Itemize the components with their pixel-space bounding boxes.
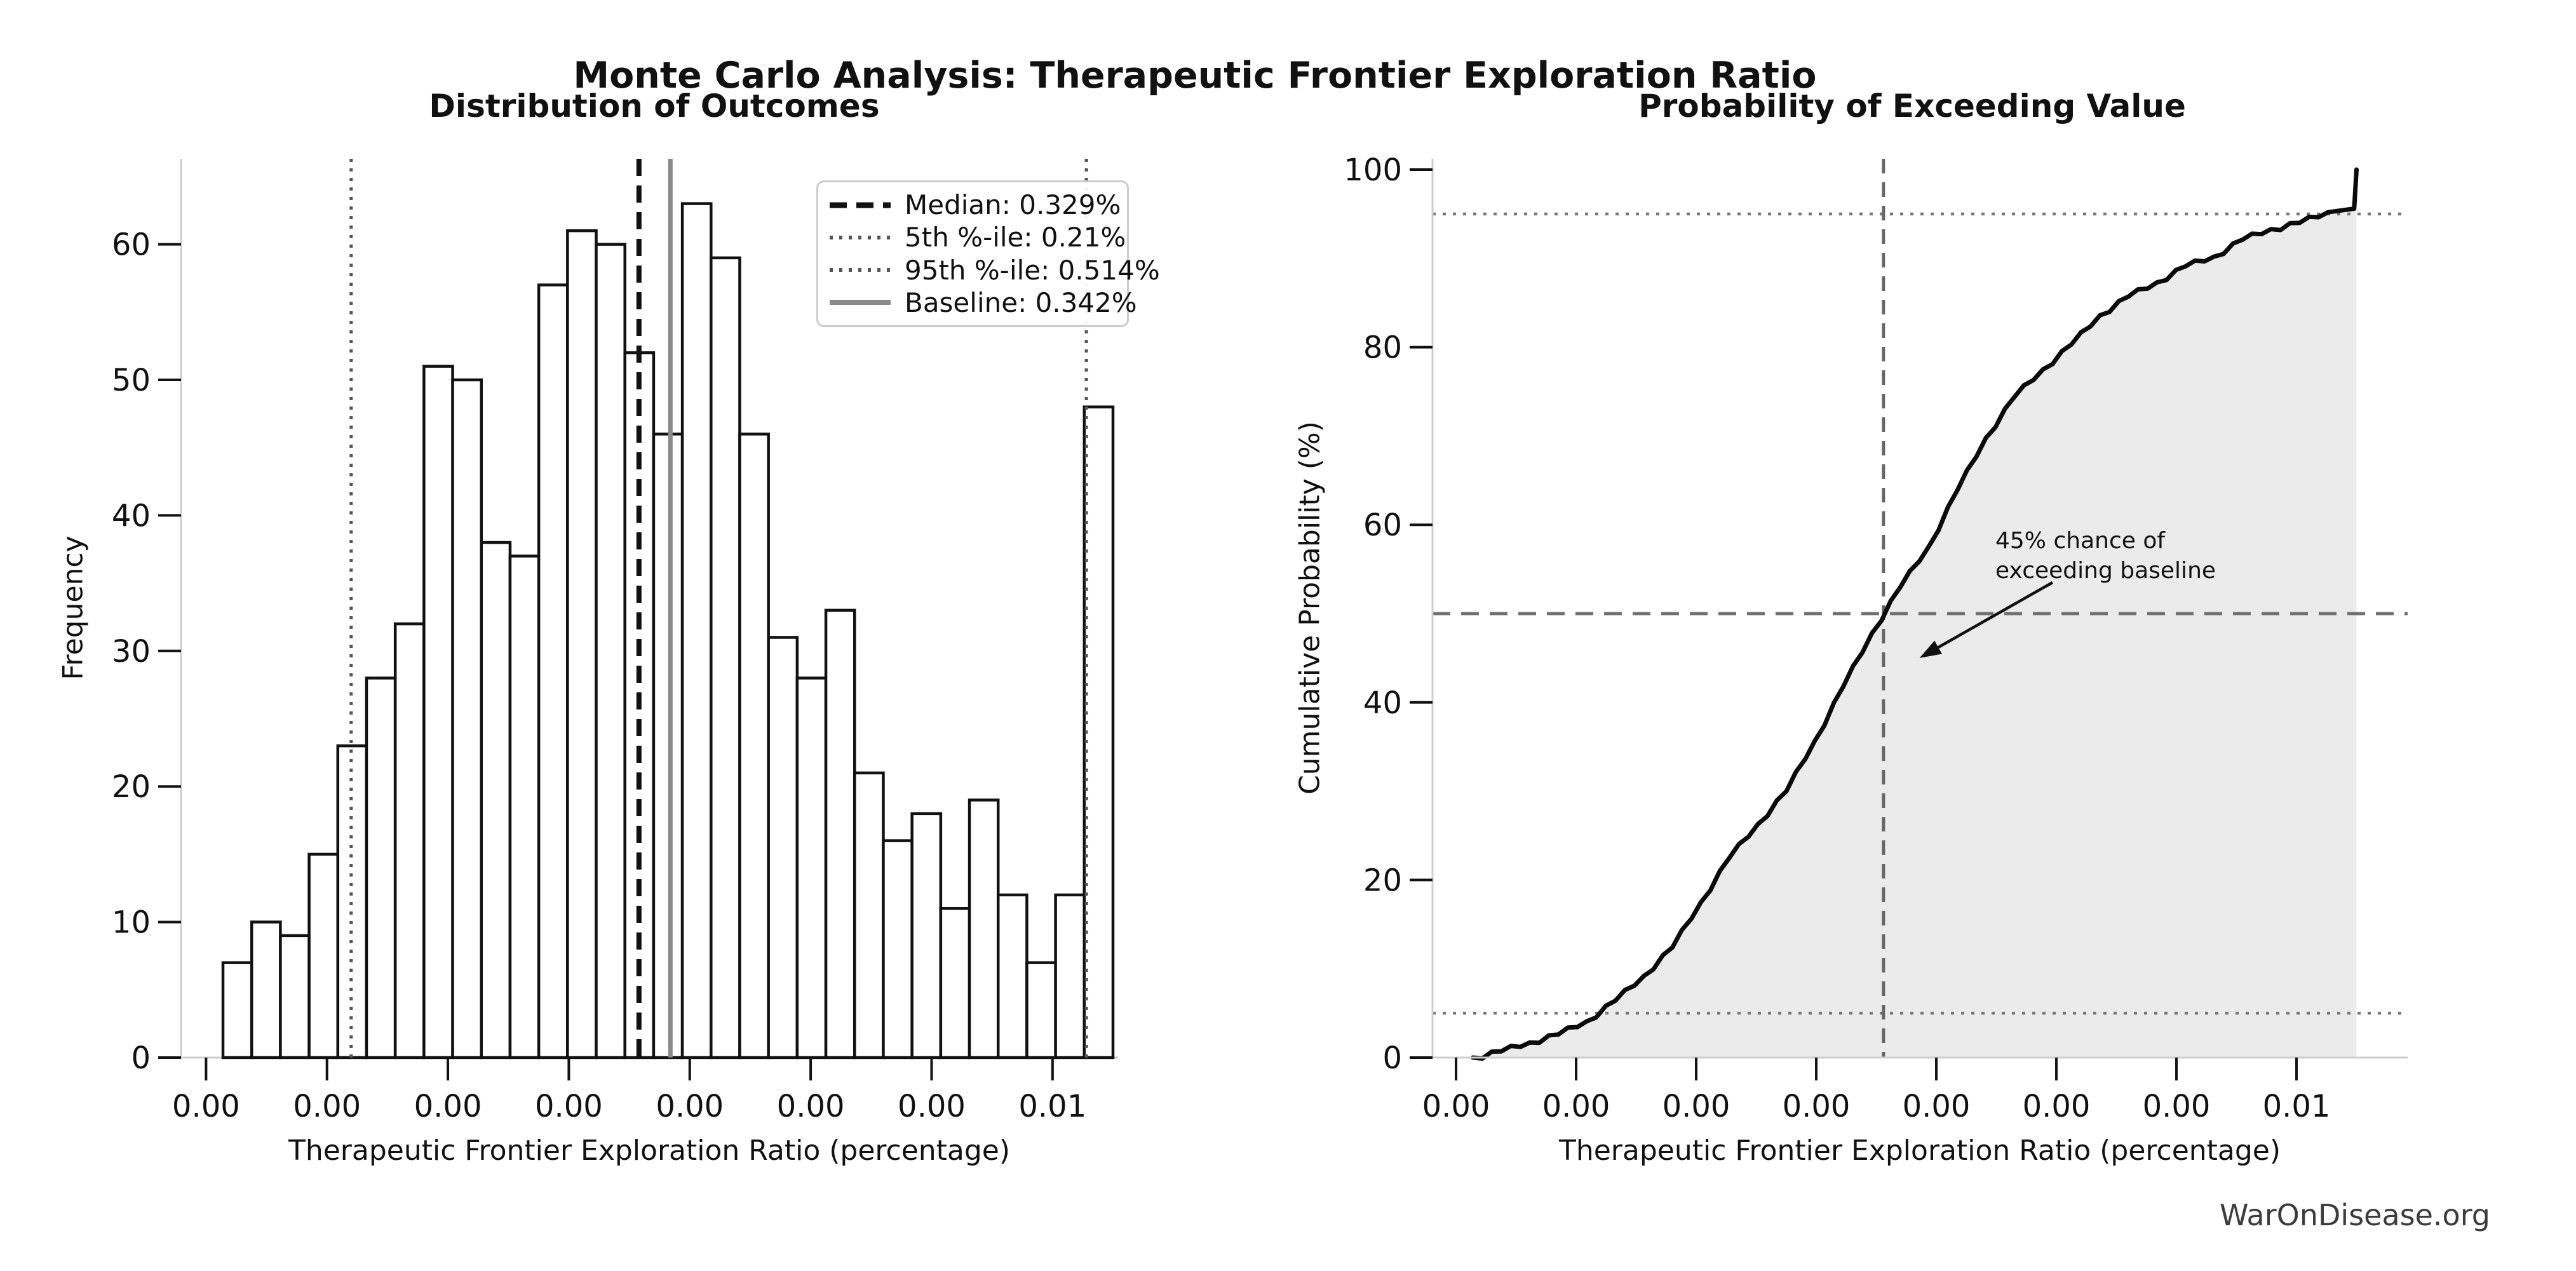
cdf-xlabel: Therapeutic Frontier Exploration Ratio (… <box>1558 1134 2281 1167</box>
y-tick-label: 100 <box>1344 152 1402 188</box>
y-tick-label: 20 <box>112 769 151 805</box>
legend-item: Baseline: 0.342% <box>828 287 1137 318</box>
histogram-bar <box>853 771 885 1059</box>
histogram-bar <box>365 676 397 1059</box>
legend-line-swatch <box>830 268 891 272</box>
y-tick-label: 10 <box>112 905 151 941</box>
x-tick-label: 0.00 <box>898 1089 966 1124</box>
cdf-ylabel: Cumulative Probability (%) <box>1293 421 1326 795</box>
annotation-line-2: exceeding baseline <box>1995 558 2216 584</box>
histogram-bar <box>336 744 368 1059</box>
y-tick-label: 0 <box>131 1040 151 1076</box>
y-tick-label: 60 <box>112 227 151 263</box>
histogram-bar <box>996 893 1028 1059</box>
legend-label: 95th %-ile: 0.514% <box>905 254 1160 286</box>
x-tick-label: 0.00 <box>1783 1089 1851 1124</box>
histogram-bar <box>738 433 770 1059</box>
legend-line-swatch <box>830 300 891 306</box>
legend-label: Baseline: 0.342% <box>905 286 1137 318</box>
histogram-bar <box>595 243 626 1059</box>
histogram-bar <box>767 636 799 1059</box>
histogram-bar <box>221 961 253 1059</box>
cdf-plot: 0.00 0.00 0.00 0.00 0.00 0.00 0.00 0.01 0 20 40 60 8… <box>1344 152 2408 1124</box>
histogram-bar <box>710 256 741 1059</box>
histogram-bar <box>508 555 541 1059</box>
legend: Median: 0.329% 5th %-ile: 0.21% 95th %-ile… <box>816 180 1160 327</box>
cdf-annotation: 45% chance of exceeding baseline <box>1995 526 2216 586</box>
legend-line-swatch <box>830 202 891 208</box>
histogram-bar <box>422 365 454 1059</box>
y-tick-label: 30 <box>112 634 151 669</box>
x-tick-label: 0.00 <box>656 1089 724 1124</box>
x-tick-label: 0.00 <box>2143 1089 2211 1124</box>
histogram-bar <box>795 676 828 1059</box>
legend-label: 5th %-ile: 0.21% <box>905 222 1126 253</box>
histogram-bar <box>1082 405 1115 1059</box>
histogram-bar <box>968 798 1000 1059</box>
y-tick-label: 20 <box>1363 863 1402 898</box>
histogram-title: Distribution of Outcomes <box>429 88 880 124</box>
cdf-curve <box>1471 167 2359 1061</box>
x-tick-label: 0.01 <box>2263 1089 2331 1124</box>
histogram-bar <box>307 852 340 1059</box>
cdf-fill-area <box>1473 170 2357 1059</box>
y-tick-label: 50 <box>112 363 151 398</box>
y-tick-label: 0 <box>1382 1040 1402 1076</box>
histogram-ylabel: Frequency <box>57 535 90 680</box>
x-tick-label: 0.00 <box>414 1089 482 1124</box>
x-tick-label: 0.00 <box>777 1089 845 1124</box>
x-tick-label: 0.00 <box>172 1089 240 1124</box>
watermark: WarOnDisease.org <box>2220 1198 2490 1232</box>
histogram-bar <box>680 202 713 1059</box>
histogram-bar <box>480 541 512 1059</box>
histogram-bar <box>393 622 426 1059</box>
legend-item: Median: 0.329% <box>828 189 1121 220</box>
histogram-bars <box>221 202 1115 1059</box>
x-tick-label: 0.00 <box>293 1089 361 1124</box>
histogram-bar <box>279 934 311 1059</box>
figure-title: Monte Carlo Analysis: Therapeutic Fronti… <box>573 55 1817 97</box>
histogram-bar <box>250 920 282 1059</box>
y-tick-label: 40 <box>112 498 151 534</box>
legend-item: 95th %-ile: 0.514% <box>828 255 1160 286</box>
legend-line-swatch <box>830 235 891 239</box>
annotation-line-1: 45% chance of <box>1995 528 2166 554</box>
legend-item: 5th %-ile: 0.21% <box>828 222 1126 253</box>
histogram-bar <box>910 812 943 1059</box>
x-tick-label: 0.00 <box>1903 1089 1971 1124</box>
cdf-title: Probability of Exceeding Value <box>1638 88 2186 124</box>
histogram-bar <box>824 609 856 1059</box>
histogram-bar <box>652 433 684 1059</box>
histogram-xlabel: Therapeutic Frontier Exploration Ratio (… <box>288 1134 1011 1167</box>
annotation-arrow-shaft <box>1938 581 2054 649</box>
histogram-bar <box>939 907 971 1059</box>
y-tick-label: 80 <box>1363 330 1402 366</box>
y-tick-label: 60 <box>1363 508 1402 543</box>
histogram-plot: 0.00 0.00 0.00 0.00 0.00 0.00 0.00 0.01 0 10 20 30 4… <box>112 159 1118 1124</box>
x-tick-label: 0.00 <box>1662 1089 1730 1124</box>
x-tick-label: 0.00 <box>2023 1089 2091 1124</box>
histogram-bar <box>537 283 569 1059</box>
histogram-bar <box>451 378 483 1059</box>
x-tick-label: 0.00 <box>1542 1089 1610 1124</box>
histogram-bar <box>1025 961 1057 1059</box>
y-tick-label: 40 <box>1363 685 1402 721</box>
x-tick-label: 0.00 <box>535 1089 603 1124</box>
x-tick-label: 0.00 <box>1422 1089 1490 1124</box>
legend-label: Median: 0.329% <box>905 189 1121 221</box>
annotation-arrow-head <box>1919 640 1943 658</box>
histogram-bar <box>1054 893 1086 1059</box>
x-tick-label: 0.01 <box>1018 1089 1086 1124</box>
histogram-bar <box>882 839 914 1059</box>
histogram-bar <box>566 229 598 1059</box>
